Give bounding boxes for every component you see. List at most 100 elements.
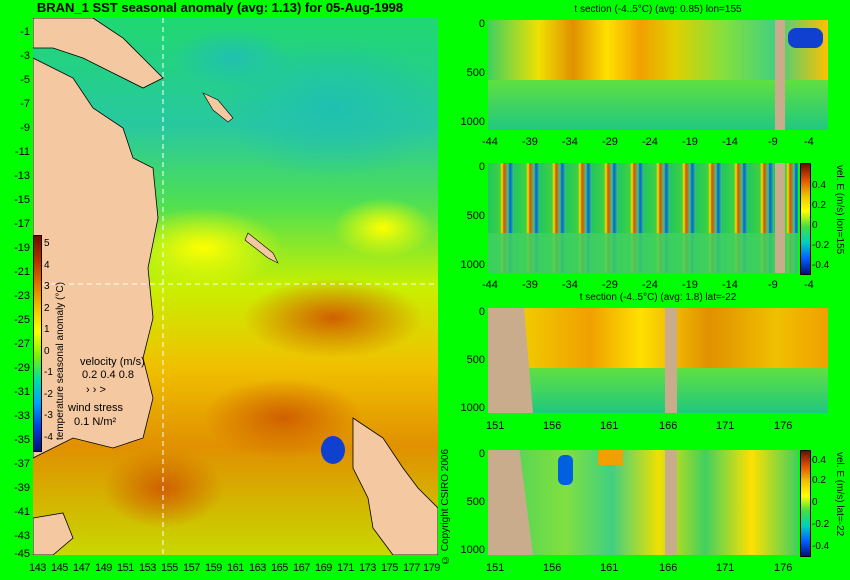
- map-y-tick: -19: [14, 242, 30, 254]
- colorbar-tick: -2: [44, 388, 53, 400]
- section2-colorbar-tick: -0.4: [812, 260, 830, 271]
- section4-x-tick: 151: [486, 562, 505, 574]
- section1-x-tick: -9: [768, 136, 778, 148]
- wind-legend-scale: 0.1 N/m²: [74, 416, 117, 428]
- map-y-tick: -21: [14, 266, 30, 278]
- map-title: BRAN_1 SST seasonal anomaly (avg: 1.13) …: [36, 0, 404, 15]
- section1-x-tick: -19: [682, 136, 698, 148]
- section3-land-gap: [665, 308, 677, 413]
- sst-anomaly-map: [33, 18, 438, 555]
- map-x-tick: 147: [73, 562, 90, 574]
- map-y-tick: -11: [14, 146, 30, 158]
- section1-x-tick: -39: [522, 136, 538, 148]
- section3-y-tick: 0: [478, 306, 485, 318]
- map-x-axis: 143 145 147 149 151 153 155 157 159 161 …: [29, 562, 440, 578]
- section2-x-tick: -4: [804, 279, 814, 291]
- section4-y-tick: 0: [478, 448, 485, 460]
- map-x-tick: 173: [359, 562, 376, 574]
- section3-y-tick: 1000: [460, 402, 485, 414]
- section1-y-tick: 1000: [460, 116, 485, 128]
- new-zealand-landmass: [352, 417, 438, 555]
- new-guinea-landmass: [33, 18, 164, 89]
- colorbar-tick: -3: [44, 410, 53, 421]
- map-x-tick: 157: [183, 562, 200, 574]
- colorbar-tick: 2: [44, 302, 50, 314]
- section3-x-tick: 176: [774, 420, 793, 432]
- colorbar-tick: 3: [44, 281, 50, 292]
- section2-colorbar-label: vel. E (m/s) lon=155: [834, 165, 845, 255]
- section3-land-left: [488, 308, 533, 413]
- map-y-tick: -9: [20, 122, 30, 134]
- map-y-tick: -5: [20, 74, 30, 86]
- section2-y-tick: 500: [466, 210, 485, 222]
- section3-x-tick: 166: [659, 420, 678, 432]
- map-x-tick: 177: [403, 562, 420, 574]
- map-y-tick: -41: [14, 506, 30, 518]
- map-colorbar-label: temperature seasonal anomaly (°C): [55, 282, 66, 440]
- map-y-tick: -31: [14, 386, 30, 398]
- section4-colorbar-tick: 0: [812, 497, 818, 508]
- map-x-tick: 171: [337, 562, 354, 574]
- map-x-tick: 159: [205, 562, 222, 574]
- section1-x-tick: -29: [602, 136, 618, 148]
- map-y-tick: -25: [14, 314, 30, 326]
- map-x-tick: 167: [293, 562, 310, 574]
- section2-colorbar-tick: 0.4: [812, 180, 826, 191]
- section2-colorbar-tick: 0.2: [812, 200, 826, 211]
- section4-plot: [488, 450, 798, 555]
- colorbar-tick: 5: [44, 238, 50, 249]
- map-x-tick: 155: [161, 562, 178, 574]
- section2-x-tick: -19: [682, 279, 698, 291]
- map-y-tick: -27: [14, 338, 30, 350]
- section3-y-tick: 500: [466, 354, 485, 366]
- map-y-tick: -45: [14, 548, 30, 560]
- map-y-tick: -37: [14, 458, 30, 470]
- map-x-tick: 161: [227, 562, 244, 574]
- section2-land-gap: [775, 163, 785, 273]
- map-y-axis: -1 -3 -5 -7 -9 -11 -13 -15 -17 -19 -21 -…: [0, 18, 32, 560]
- map-y-tick: -43: [14, 530, 30, 542]
- section2-y-tick: 1000: [460, 259, 485, 271]
- colorbar-tick: 4: [44, 259, 50, 271]
- australia-landmass: [33, 57, 159, 459]
- section2-colorbar: [800, 163, 811, 275]
- section1-y-tick: 500: [466, 67, 485, 79]
- section4-x-tick: 176: [774, 562, 793, 574]
- section1-x-tick: -14: [722, 136, 738, 148]
- colorbar-tick: 1: [44, 324, 50, 335]
- velocity-legend-scale: 0.2 0.4 0.8: [82, 369, 134, 381]
- map-x-tick: 175: [381, 562, 398, 574]
- map-x-tick: 143: [29, 562, 46, 574]
- map-x-tick: 163: [249, 562, 266, 574]
- section4-x-tick: 156: [543, 562, 562, 574]
- tasmania-landmass: [33, 512, 74, 555]
- map-x-tick: 145: [51, 562, 68, 574]
- section2-colorbar-tick: 0: [812, 220, 818, 231]
- section2-x-tick: -44: [482, 279, 498, 291]
- map-colorbar: [33, 235, 42, 452]
- section3-x-tick: 151: [486, 420, 505, 432]
- section4-colorbar-tick: -0.4: [812, 541, 830, 552]
- section4-x-tick: 166: [659, 562, 678, 574]
- map-y-tick: -13: [14, 170, 30, 182]
- section2-colorbar-tick: -0.2: [812, 240, 830, 251]
- section2-y-tick: 0: [478, 161, 485, 173]
- section1-x-tick: -4: [804, 136, 814, 148]
- map-x-tick: 169: [315, 562, 332, 574]
- map-y-tick: -7: [20, 98, 30, 110]
- map-x-tick: 151: [117, 562, 134, 574]
- map-x-tick: 153: [139, 562, 156, 574]
- section4-colorbar-tick: -0.2: [812, 519, 830, 530]
- map-y-tick: -33: [14, 410, 30, 422]
- map-y-tick: -1: [20, 26, 30, 38]
- section1-cold-patch: [788, 28, 823, 48]
- section3-x-tick: 171: [716, 420, 735, 432]
- section2-x-tick: -24: [642, 279, 658, 291]
- section3-x-tick: 156: [543, 420, 562, 432]
- section4-colorbar: [800, 450, 811, 557]
- new-caledonia: [244, 232, 279, 264]
- velocity-legend-arrows: › › >: [86, 384, 106, 396]
- map-y-tick: -29: [14, 362, 30, 374]
- section1-land-gap: [775, 20, 785, 130]
- section1-plot: [488, 20, 828, 130]
